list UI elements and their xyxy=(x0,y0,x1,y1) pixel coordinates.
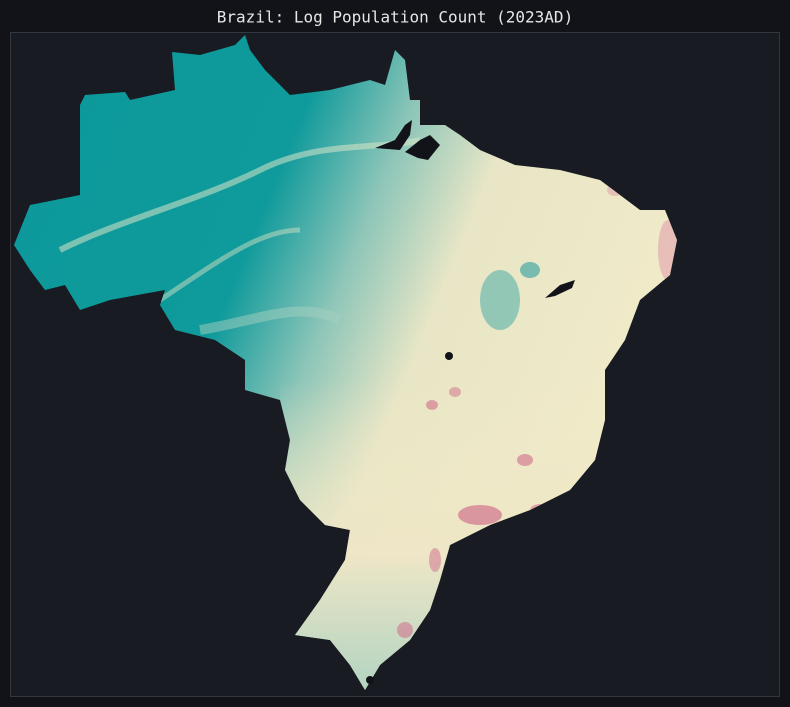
water-bodies xyxy=(366,120,575,684)
map-title: Brazil: Log Population Count (2023AD) xyxy=(217,8,573,27)
